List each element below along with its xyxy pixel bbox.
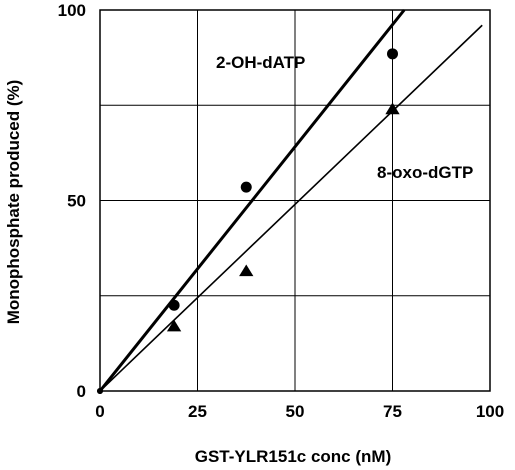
data-point-triangle: [239, 264, 254, 277]
x-tick-label: 50: [286, 402, 305, 421]
plot-frame: [99, 9, 491, 392]
fit-line-series-2: [99, 24, 483, 392]
grid: [100, 10, 490, 391]
data-point-circle: [168, 299, 180, 311]
data-point-circle: [387, 48, 398, 60]
fit-line-series-1: [98, 9, 406, 392]
y-axis-label: Monophosphate produced (%): [4, 80, 23, 325]
data-point-circle: [240, 181, 252, 193]
x-axis-label: GST-YLR151c conc (nM): [195, 447, 391, 466]
data-point-origin: [97, 388, 103, 394]
fit-lines: [98, 9, 483, 392]
x-tick-label: 75: [383, 402, 402, 421]
y-tick-label: 50: [67, 192, 86, 211]
tick-labels: 0 25 50 75 100 0 50 100: [58, 1, 505, 421]
series-label-8-oxo-dgtp: 8-oxo-dGTP: [377, 163, 473, 182]
x-tick-label: 25: [188, 402, 207, 421]
x-tick-label: 100: [476, 402, 504, 421]
x-tick-label: 0: [95, 402, 104, 421]
data-point-triangle: [385, 102, 400, 115]
data-point-triangle: [166, 319, 182, 332]
data-markers: [97, 48, 400, 394]
y-tick-label: 0: [77, 382, 86, 401]
y-tick-label: 100: [58, 1, 86, 20]
series-label-2-oh-datp: 2-OH-dATP: [216, 53, 305, 72]
plot-area: [99, 9, 491, 392]
